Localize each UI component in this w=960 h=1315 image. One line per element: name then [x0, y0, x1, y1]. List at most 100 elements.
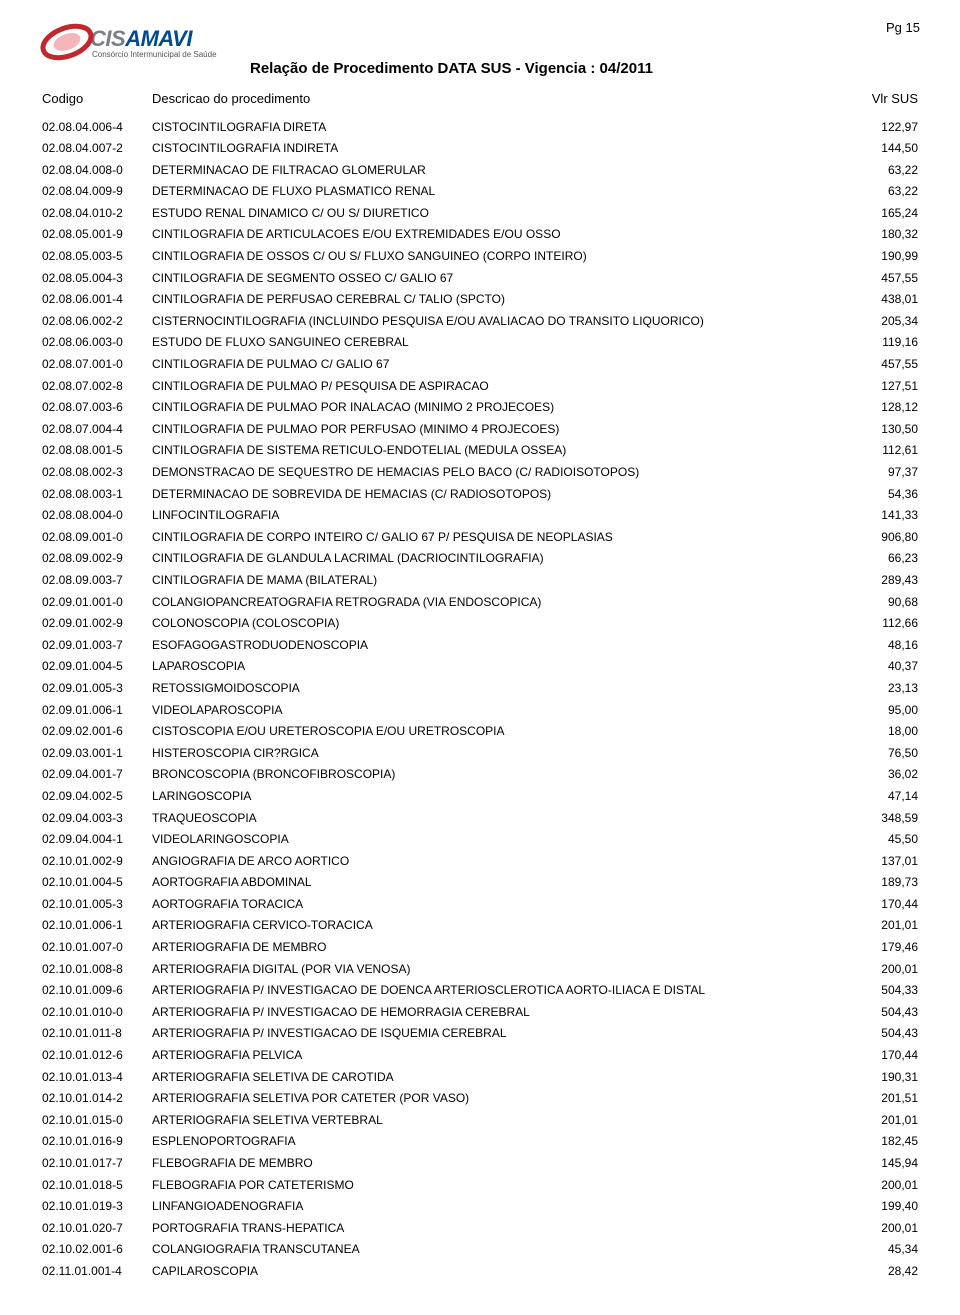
cell-vlr: 40,37 [848, 660, 918, 673]
cell-descricao: ARTERIOGRAFIA SELETIVA DE CAROTIDA [152, 1071, 848, 1084]
cell-codigo: 02.09.01.005-3 [42, 682, 152, 695]
cell-vlr: 504,43 [848, 1027, 918, 1040]
cell-descricao: CINTILOGRAFIA DE ARTICULACOES E/OU EXTRE… [152, 228, 848, 241]
cell-vlr: 289,43 [848, 574, 918, 587]
cell-vlr: 97,37 [848, 466, 918, 479]
table-row: 02.10.01.013-4ARTERIOGRAFIA SELETIVA DE … [40, 1066, 920, 1088]
table-row: 02.09.02.001-6CISTOSCOPIA E/OU URETEROSC… [40, 721, 920, 743]
cell-codigo: 02.09.02.001-6 [42, 725, 152, 738]
table-row: 02.10.01.010-0ARTERIOGRAFIA P/ INVESTIGA… [40, 1001, 920, 1023]
table-row: 02.09.04.004-1VIDEOLARINGOSCOPIA45,50 [40, 829, 920, 851]
cell-vlr: 90,68 [848, 596, 918, 609]
cell-descricao: ARTERIOGRAFIA SELETIVA VERTEBRAL [152, 1114, 848, 1127]
column-headers: Codigo Descricao do procedimento Vlr SUS [40, 91, 920, 106]
table-row: 02.08.05.004-3CINTILOGRAFIA DE SEGMENTO … [40, 267, 920, 289]
cell-descricao: CINTILOGRAFIA DE PULMAO C/ GALIO 67 [152, 358, 848, 371]
cell-descricao: CISTOCINTILOGRAFIA DIRETA [152, 121, 848, 134]
cell-codigo: 02.09.01.001-0 [42, 596, 152, 609]
cell-codigo: 02.08.04.010-2 [42, 207, 152, 220]
table-row: 02.08.06.002-2CISTERNOCINTILOGRAFIA (INC… [40, 310, 920, 332]
cell-vlr: 201,01 [848, 1114, 918, 1127]
cell-codigo: 02.10.01.011-8 [42, 1027, 152, 1040]
cell-vlr: 47,14 [848, 790, 918, 803]
cell-codigo: 02.10.01.020-7 [42, 1222, 152, 1235]
table-row: 02.08.07.002-8CINTILOGRAFIA DE PULMAO P/… [40, 375, 920, 397]
cell-descricao: LINFOCINTILOGRAFIA [152, 509, 848, 522]
table-row: 02.08.07.001-0CINTILOGRAFIA DE PULMAO C/… [40, 354, 920, 376]
cell-descricao: CISTOCINTILOGRAFIA INDIRETA [152, 142, 848, 155]
page-number: Pg 15 [886, 18, 920, 35]
table-row: 02.09.04.002-5LARINGOSCOPIA47,14 [40, 785, 920, 807]
cell-vlr: 66,23 [848, 552, 918, 565]
cell-descricao: DETERMINACAO DE FILTRACAO GLOMERULAR [152, 164, 848, 177]
cell-descricao: CISTOSCOPIA E/OU URETEROSCOPIA E/OU URET… [152, 725, 848, 738]
cell-vlr: 137,01 [848, 855, 918, 868]
table-row: 02.08.04.006-4CISTOCINTILOGRAFIA DIRETA1… [40, 116, 920, 138]
table-row: 02.08.04.010-2ESTUDO RENAL DINAMICO C/ O… [40, 202, 920, 224]
table-row: 02.09.01.001-0COLANGIOPANCREATOGRAFIA RE… [40, 591, 920, 613]
cell-descricao: DEMONSTRACAO DE SEQUESTRO DE HEMACIAS PE… [152, 466, 848, 479]
cell-vlr: 63,22 [848, 185, 918, 198]
cell-descricao: AORTOGRAFIA ABDOMINAL [152, 876, 848, 889]
cell-vlr: 95,00 [848, 704, 918, 717]
cell-codigo: 02.08.07.003-6 [42, 401, 152, 414]
table-row: 02.10.01.008-8ARTERIOGRAFIA DIGITAL (POR… [40, 958, 920, 980]
table-row: 02.08.06.001-4CINTILOGRAFIA DE PERFUSAO … [40, 289, 920, 311]
cell-vlr: 165,24 [848, 207, 918, 220]
table-row: 02.10.01.006-1ARTERIOGRAFIA CERVICO-TORA… [40, 915, 920, 937]
cell-codigo: 02.08.06.001-4 [42, 293, 152, 306]
cell-descricao: VIDEOLAPAROSCOPIA [152, 704, 848, 717]
cell-codigo: 02.08.08.001-5 [42, 444, 152, 457]
cell-codigo: 02.10.01.002-9 [42, 855, 152, 868]
cell-codigo: 02.10.01.008-8 [42, 963, 152, 976]
cell-codigo: 02.08.09.002-9 [42, 552, 152, 565]
cell-vlr: 200,01 [848, 963, 918, 976]
cell-vlr: 179,46 [848, 941, 918, 954]
cell-vlr: 144,50 [848, 142, 918, 155]
cell-vlr: 200,01 [848, 1179, 918, 1192]
cell-descricao: COLANGIOPANCREATOGRAFIA RETROGRADA (VIA … [152, 596, 848, 609]
table-row: 02.10.01.020-7PORTOGRAFIA TRANS-HEPATICA… [40, 1217, 920, 1239]
cell-codigo: 02.10.01.017-7 [42, 1157, 152, 1170]
logo-ellipse-icon [40, 18, 94, 66]
cell-descricao: HISTEROSCOPIA CIR?RGICA [152, 747, 848, 760]
cell-vlr: 457,55 [848, 358, 918, 371]
cell-vlr: 128,12 [848, 401, 918, 414]
cell-vlr: 76,50 [848, 747, 918, 760]
table-row: 02.09.04.003-3TRAQUEOSCOPIA348,59 [40, 807, 920, 829]
table-row: 02.08.09.001-0CINTILOGRAFIA DE CORPO INT… [40, 526, 920, 548]
cell-descricao: ARTERIOGRAFIA CERVICO-TORACICA [152, 919, 848, 932]
table-row: 02.10.01.002-9ANGIOGRAFIA DE ARCO AORTIC… [40, 850, 920, 872]
table-row: 02.08.06.003-0ESTUDO DE FLUXO SANGUINEO … [40, 332, 920, 354]
cell-descricao: ANGIOGRAFIA DE ARCO AORTICO [152, 855, 848, 868]
cell-descricao: DETERMINACAO DE FLUXO PLASMATICO RENAL [152, 185, 848, 198]
cell-vlr: 130,50 [848, 423, 918, 436]
cell-codigo: 02.09.04.003-3 [42, 812, 152, 825]
table-row: 02.09.01.003-7ESOFAGOGASTRODUODENOSCOPIA… [40, 634, 920, 656]
table-row: 02.10.01.018-5FLEBOGRAFIA POR CATETERISM… [40, 1174, 920, 1196]
cell-descricao: CINTILOGRAFIA DE SEGMENTO OSSEO C/ GALIO… [152, 272, 848, 285]
cell-vlr: 190,31 [848, 1071, 918, 1084]
cell-descricao: ARTERIOGRAFIA P/ INVESTIGACAO DE ISQUEMI… [152, 1027, 848, 1040]
cell-codigo: 02.09.01.006-1 [42, 704, 152, 717]
cell-codigo: 02.11.01.001-4 [42, 1265, 152, 1278]
cell-descricao: BRONCOSCOPIA (BRONCOFIBROSCOPIA) [152, 768, 848, 781]
table-row: 02.10.01.019-3LINFANGIOADENOGRAFIA199,40 [40, 1196, 920, 1218]
cell-descricao: CINTILOGRAFIA DE PULMAO POR PERFUSAO (MI… [152, 423, 848, 436]
cell-codigo: 02.10.02.001-6 [42, 1243, 152, 1256]
cell-codigo: 02.09.03.001-1 [42, 747, 152, 760]
cell-codigo: 02.10.01.007-0 [42, 941, 152, 954]
cell-descricao: LAPAROSCOPIA [152, 660, 848, 673]
cell-codigo: 02.08.08.004-0 [42, 509, 152, 522]
cell-codigo: 02.08.04.007-2 [42, 142, 152, 155]
cell-descricao: ESTUDO RENAL DINAMICO C/ OU S/ DIURETICO [152, 207, 848, 220]
cell-vlr: 906,80 [848, 531, 918, 544]
cell-vlr: 127,51 [848, 380, 918, 393]
cell-vlr: 170,44 [848, 898, 918, 911]
cell-codigo: 02.09.04.001-7 [42, 768, 152, 781]
table-row: 02.08.07.003-6CINTILOGRAFIA DE PULMAO PO… [40, 397, 920, 419]
table-row: 02.08.08.004-0LINFOCINTILOGRAFIA141,33 [40, 505, 920, 527]
cell-descricao: CINTILOGRAFIA DE OSSOS C/ OU S/ FLUXO SA… [152, 250, 848, 263]
cell-descricao: AORTOGRAFIA TORACICA [152, 898, 848, 911]
table-row: 02.10.01.004-5AORTOGRAFIA ABDOMINAL189,7… [40, 872, 920, 894]
